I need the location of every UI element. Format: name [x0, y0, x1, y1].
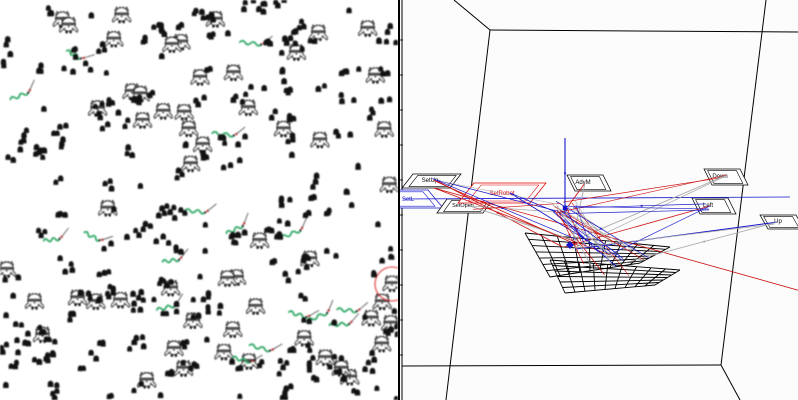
svg-text:SetL: SetL	[402, 197, 415, 203]
svg-text:SetUp: SetUp	[422, 178, 439, 184]
